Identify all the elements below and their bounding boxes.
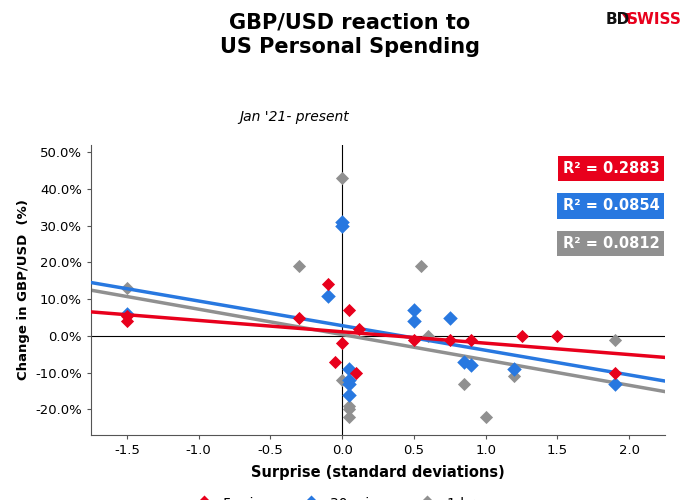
Point <box>293 262 304 270</box>
Point <box>344 365 355 373</box>
Point <box>516 332 527 340</box>
X-axis label: Surprise (standard deviations): Surprise (standard deviations) <box>251 466 505 480</box>
Point <box>458 380 470 388</box>
Text: Jan '21- present: Jan '21- present <box>239 110 349 124</box>
Point <box>552 332 563 340</box>
Point <box>444 336 455 344</box>
Point <box>408 306 419 314</box>
Point <box>121 312 132 320</box>
Point <box>121 310 132 318</box>
Text: GBP/USD reaction to
US Personal Spending: GBP/USD reaction to US Personal Spending <box>220 12 480 58</box>
Y-axis label: Change in GBP/USD  (%): Change in GBP/USD (%) <box>17 200 29 380</box>
Point <box>337 376 348 384</box>
Point <box>609 380 620 388</box>
Point <box>322 292 333 300</box>
Point <box>121 317 132 325</box>
Text: R² = 0.0812: R² = 0.0812 <box>563 236 659 251</box>
Point <box>609 336 620 344</box>
Point <box>509 372 520 380</box>
Point <box>344 376 355 384</box>
Point <box>121 284 132 292</box>
Text: R² = 0.0854: R² = 0.0854 <box>563 198 659 214</box>
Point <box>293 314 304 322</box>
Point <box>408 336 419 344</box>
Point <box>344 406 355 413</box>
Point <box>344 390 355 398</box>
Legend: 5 mins, 30 mins, 1 hr: 5 mins, 30 mins, 1 hr <box>184 491 480 500</box>
Point <box>337 218 348 226</box>
Point <box>344 306 355 314</box>
Point <box>344 412 355 420</box>
Point <box>337 222 348 230</box>
Text: SWISS: SWISS <box>626 12 681 28</box>
Point <box>480 412 491 420</box>
Point <box>609 368 620 376</box>
Point <box>416 262 427 270</box>
Point <box>344 380 355 388</box>
Point <box>329 358 340 366</box>
Point <box>458 358 470 366</box>
Point <box>322 280 333 288</box>
Point <box>337 339 348 347</box>
Point <box>337 174 348 182</box>
Polygon shape <box>622 13 630 24</box>
Point <box>344 402 355 409</box>
Point <box>354 324 365 332</box>
Point <box>423 332 434 340</box>
Point <box>444 314 455 322</box>
Point <box>408 317 419 325</box>
Point <box>509 365 520 373</box>
Point <box>466 336 477 344</box>
Point <box>466 362 477 370</box>
Point <box>351 368 362 376</box>
Text: R² = 0.2883: R² = 0.2883 <box>563 160 659 176</box>
Text: BD: BD <box>606 12 630 28</box>
